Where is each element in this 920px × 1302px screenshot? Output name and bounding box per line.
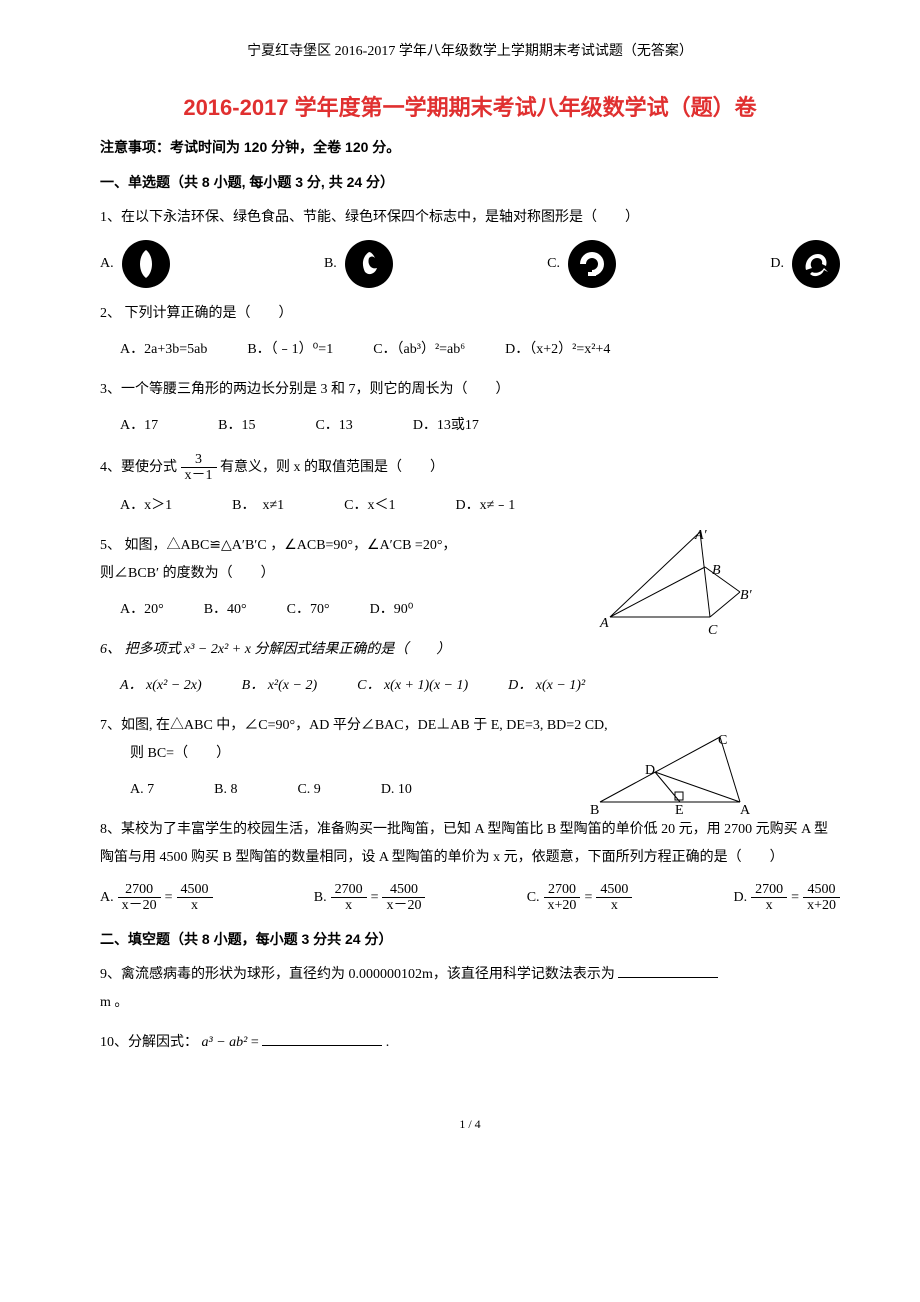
q6-text: 6、 把多项式 x³ − 2x² + x 分解因式结果正确的是（ ）: [100, 636, 840, 664]
q5-figure: A′ B B′ A C: [600, 522, 750, 632]
exam-notice: 注意事项：考试时间为 120 分钟，全卷 120 分。: [100, 137, 840, 157]
question-10: 10、分解因式： a³ − ab² = .: [100, 1029, 840, 1057]
q4-opt-b: B． x≠1: [232, 492, 284, 520]
q6-options: A． x(x² − 2x) B． x²(x − 2) C． x(x + 1)(x…: [120, 672, 840, 700]
question-8: 8、某校为了丰富学生的校园生活，准备购买一批陶笛，已知 A 型陶笛比 B 型陶笛…: [100, 816, 840, 914]
question-4: 4、要使分式 3 x－1 有意义，则 x 的取值范围是（ ） A．x＞1 B． …: [100, 452, 840, 520]
logo-a-icon: [122, 240, 170, 288]
q6-opt-d: D． x(x − 1)²: [508, 672, 585, 700]
q5-opt-d: D．90⁰: [370, 596, 414, 624]
q6-opt-b: B． x²(x − 2): [242, 672, 317, 700]
q8-opt-b: B. 2700x = 4500x－20: [314, 882, 426, 914]
q7-opt-c: C. 9: [297, 776, 320, 804]
fig-label-d: D: [645, 757, 655, 785]
opt-label: A.: [100, 884, 114, 912]
fig-label-b: B: [590, 797, 599, 825]
q9-text: 9、禽流感病毒的形状为球形，直径约为 0.000000102m，该直径用科学记数…: [100, 967, 615, 982]
question-1: 1、在以下永洁环保、绿色食品、节能、绿色环保四个标志中，是轴对称图形是（ ） A…: [100, 204, 840, 288]
exam-title: 2016-2017 学年度第一学期期末考试八年级数学试（题）卷: [100, 90, 840, 122]
q1-opt-b-label: B.: [324, 250, 337, 278]
frac-den: x－1: [181, 468, 217, 483]
fig-label-c: C: [718, 727, 727, 755]
question-7: 7、如图, 在△ABC 中，∠C=90°，AD 平分∠BAC，DE⊥AB 于 E…: [100, 712, 840, 804]
fig-label-b: B: [712, 557, 721, 585]
q1-opt-d-label: D.: [770, 250, 784, 278]
q3-options: A．17 B．15 C．13 D．13或17: [120, 412, 840, 440]
q3-opt-d: D．13或17: [413, 412, 479, 440]
q1-opt-a-label: A.: [100, 250, 114, 278]
fig-label-a: A: [600, 610, 609, 638]
exam-page: 题 答 准 不 内 线 订 装 学号 考场 姓名 班级 宁夏红寺堡区 2016-…: [0, 0, 920, 1172]
q4-opt-c: C．x＜1: [344, 492, 395, 520]
fig-label-aprime: A′: [695, 522, 707, 550]
q5-opt-b: B．40°: [204, 596, 247, 624]
q7-figure: C D B E A: [590, 732, 750, 812]
q4-opt-a: A．x＞1: [120, 492, 172, 520]
question-2: 2、 下列计算正确的是（ ） A．2a+3b=5ab B．（﹣1）⁰=1 C．（…: [100, 300, 840, 364]
q7-opt-b: B. 8: [214, 776, 237, 804]
fill-blank[interactable]: [618, 963, 718, 978]
q10-post: =: [251, 1035, 259, 1050]
opt-label: B.: [314, 884, 327, 912]
question-5: 5、 如图，△ABC≌△A′B′C ，∠ACB=90°，∠A′CB =20°， …: [100, 532, 840, 624]
q1-opt-c-label: C.: [547, 250, 560, 278]
q7-opt-d: D. 10: [381, 776, 412, 804]
logo-d-icon: [792, 240, 840, 288]
page-header: 宁夏红寺堡区 2016-2017 学年八年级数学上学期期末考试试题（无答案）: [100, 40, 840, 60]
q1-opt-a: A.: [100, 240, 170, 288]
q2-text: 2、 下列计算正确的是（ ）: [100, 300, 840, 328]
logo-c-icon: [568, 240, 616, 288]
q4-post: 有意义，则 x 的取值范围是（ ）: [220, 460, 444, 475]
q8-opt-a: A. 2700x－20 = 4500x: [100, 882, 213, 914]
q1-text: 1、在以下永洁环保、绿色食品、节能、绿色环保四个标志中，是轴对称图形是（ ）: [100, 204, 840, 232]
q2-options: A．2a+3b=5ab B．（﹣1）⁰=1 C．（ab³）²=ab⁶ D．（x+…: [120, 336, 840, 364]
question-3: 3、一个等腰三角形的两边长分别是 3 和 7，则它的周长为（ ） A．17 B．…: [100, 376, 840, 440]
page-number: 1 / 4: [100, 1117, 840, 1132]
q1-opt-d: D.: [770, 240, 840, 288]
section-2-head: 二、填空题（共 8 小题，每小题 3 分共 24 分）: [100, 929, 840, 949]
q8-options: A. 2700x－20 = 4500x B. 2700x = 4500x－20 …: [100, 882, 840, 914]
q3-opt-b: B．15: [218, 412, 255, 440]
q9-unit: m 。: [100, 989, 840, 1017]
q6-opt-a: A． x(x² − 2x): [120, 672, 202, 700]
q4-opt-d: D．x≠﹣1: [456, 492, 516, 520]
q4-pre: 4、要使分式: [100, 460, 177, 475]
q5-opt-a: A．20°: [120, 596, 164, 624]
opt-label: D.: [734, 884, 748, 912]
q2-opt-b: B．（﹣1）⁰=1: [247, 336, 333, 364]
question-6: 6、 把多项式 x³ − 2x² + x 分解因式结果正确的是（ ） A． x(…: [100, 636, 840, 700]
q1-opt-b: B.: [324, 240, 393, 288]
fig-label-e: E: [675, 797, 684, 825]
q10-expr: a³ − ab²: [202, 1035, 248, 1050]
q3-opt-a: A．17: [120, 412, 158, 440]
q3-opt-c: C．13: [315, 412, 352, 440]
section-1-head: 一、单选题（共 8 小题, 每小题 3 分, 共 24 分）: [100, 172, 840, 192]
q4-options: A．x＞1 B． x≠1 C．x＜1 D．x≠﹣1: [120, 492, 840, 520]
fig-label-a: A: [740, 797, 750, 825]
q10-pre: 10、分解因式：: [100, 1035, 198, 1050]
logo-b-icon: [345, 240, 393, 288]
q3-text: 3、一个等腰三角形的两边长分别是 3 和 7，则它的周长为（ ）: [100, 376, 840, 404]
q2-opt-d: D．（x+2）²=x²+4: [505, 336, 610, 364]
question-9: 9、禽流感病毒的形状为球形，直径约为 0.000000102m，该直径用科学记数…: [100, 961, 840, 1017]
fill-blank[interactable]: [262, 1031, 382, 1046]
q7-opt-a: A. 7: [130, 776, 154, 804]
opt-label: C.: [527, 884, 540, 912]
q8-text: 8、某校为了丰富学生的校园生活，准备购买一批陶笛，已知 A 型陶笛比 B 型陶笛…: [100, 816, 840, 872]
q8-opt-d: D. 2700x = 4500x+20: [734, 882, 840, 914]
fig-label-bprime: B′: [740, 582, 752, 610]
q5-opt-c: C．70°: [287, 596, 330, 624]
q6-opt-c: C． x(x + 1)(x − 1): [357, 672, 468, 700]
fig-label-c: C: [708, 617, 717, 645]
q2-opt-c: C．（ab³）²=ab⁶: [373, 336, 465, 364]
q1-opt-c: C.: [547, 240, 616, 288]
frac-num: 3: [181, 452, 217, 468]
q4-fraction: 3 x－1: [181, 452, 217, 484]
q1-options: A. B. C. D.: [100, 240, 840, 288]
q8-opt-c: C. 2700x+20 = 4500x: [527, 882, 633, 914]
q2-opt-a: A．2a+3b=5ab: [120, 336, 207, 364]
